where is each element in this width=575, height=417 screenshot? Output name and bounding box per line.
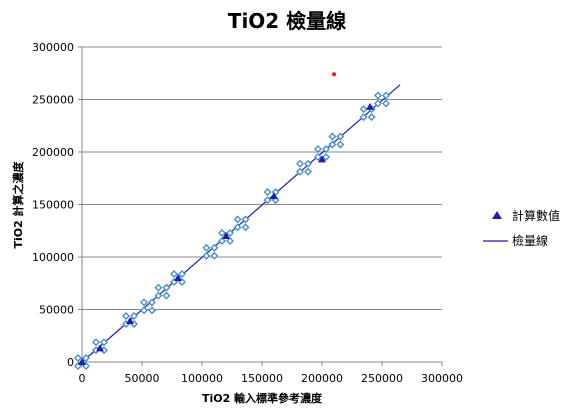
reference-point xyxy=(296,159,304,168)
reference-point xyxy=(241,223,250,232)
data-marks xyxy=(74,72,401,370)
reference-point xyxy=(296,167,304,176)
reference-point xyxy=(202,243,211,252)
y-tick-label: 300000 xyxy=(32,41,74,54)
reference-point xyxy=(202,251,211,260)
reference-point xyxy=(130,312,138,320)
y-tick-label: 150000 xyxy=(32,199,74,212)
x-axis-title: TiO2 輸入標準參考濃度 xyxy=(202,391,323,405)
reference-point-cluster xyxy=(374,91,390,108)
x-tick-label: 250000 xyxy=(361,372,403,385)
reference-point xyxy=(162,291,171,300)
reference-point xyxy=(336,132,345,141)
reference-point xyxy=(374,99,382,108)
reference-point xyxy=(328,132,337,141)
reference-point-cluster xyxy=(233,215,250,232)
calculated-point xyxy=(318,155,326,163)
reference-point-cluster xyxy=(154,283,171,300)
calculated-point xyxy=(78,358,86,365)
reference-point xyxy=(263,188,272,197)
reference-point xyxy=(122,312,130,320)
reference-point xyxy=(314,153,322,162)
reference-point xyxy=(322,153,330,162)
y-tick-label: 50000 xyxy=(39,304,74,317)
reference-point-cluster xyxy=(202,243,219,260)
reference-point xyxy=(226,229,234,238)
x-tick-label: 150000 xyxy=(241,372,283,385)
reference-point-cluster xyxy=(140,298,156,315)
reference-point-cluster xyxy=(218,229,234,246)
reference-point-cluster xyxy=(359,105,376,122)
reference-point xyxy=(210,251,219,260)
chart-title: TiO2 檢量線 xyxy=(228,9,346,33)
reference-point xyxy=(148,306,156,315)
calculated-point xyxy=(222,232,230,239)
reference-point xyxy=(140,298,148,307)
y-tick-label: 0 xyxy=(67,356,74,369)
legend-label: 計算數值 xyxy=(512,208,560,223)
reference-point xyxy=(74,354,82,362)
reference-point xyxy=(263,196,272,205)
reference-point xyxy=(140,306,148,315)
calculated-point xyxy=(126,317,134,325)
x-tick-label: 200000 xyxy=(301,372,343,385)
reference-point xyxy=(218,237,226,246)
x-tick-label: 50000 xyxy=(125,372,160,385)
tick-labels: 0 50000 100000 150000 200000 250000 300000 0 500… xyxy=(32,41,463,385)
reference-point xyxy=(178,270,186,278)
x-tick-label: 0 xyxy=(79,372,86,385)
calculated-point xyxy=(96,344,104,352)
calculated-point xyxy=(270,192,278,200)
reference-point xyxy=(359,105,368,114)
reference-point xyxy=(154,291,163,300)
reference-point xyxy=(233,215,242,224)
reference-point xyxy=(336,140,345,149)
y-tick-label: 250000 xyxy=(32,94,74,107)
legend-label: 檢量線 xyxy=(512,233,548,248)
reference-point-cluster xyxy=(314,145,330,162)
axes xyxy=(78,46,443,366)
y-tick-label: 100000 xyxy=(32,251,74,264)
reference-point xyxy=(314,145,322,154)
reference-point xyxy=(154,283,163,292)
y-tick-label: 200000 xyxy=(32,146,74,159)
reference-point-cluster xyxy=(170,270,186,286)
reference-point xyxy=(162,283,171,292)
legend-marker-triangle xyxy=(492,211,502,219)
calculated-point xyxy=(366,102,374,110)
x-tick-label: 100000 xyxy=(181,372,223,385)
reference-point xyxy=(374,91,382,100)
reference-point xyxy=(382,99,390,108)
x-tick-label: 300000 xyxy=(421,372,463,385)
reference-point xyxy=(359,113,368,122)
reference-point xyxy=(241,215,250,224)
reference-point xyxy=(100,338,108,347)
reference-point xyxy=(148,298,156,307)
reference-point-cluster xyxy=(328,132,345,149)
reference-point-cluster xyxy=(296,159,312,176)
outlier-point xyxy=(332,72,336,77)
y-axis-title: TiO2 計算之濃度 xyxy=(11,160,25,248)
reference-point xyxy=(170,270,178,278)
reference-point xyxy=(304,159,312,168)
reference-point xyxy=(367,113,376,122)
reference-point xyxy=(304,167,312,176)
reference-point xyxy=(233,223,242,232)
reference-point xyxy=(226,237,234,246)
reference-point xyxy=(328,140,337,149)
grid-lines xyxy=(82,46,442,310)
reference-point xyxy=(322,145,330,154)
reference-point xyxy=(92,338,100,347)
calculated-point xyxy=(174,274,182,281)
reference-point xyxy=(382,91,390,100)
reference-point xyxy=(218,229,226,238)
reference-point xyxy=(82,354,90,362)
reference-point xyxy=(210,243,219,252)
